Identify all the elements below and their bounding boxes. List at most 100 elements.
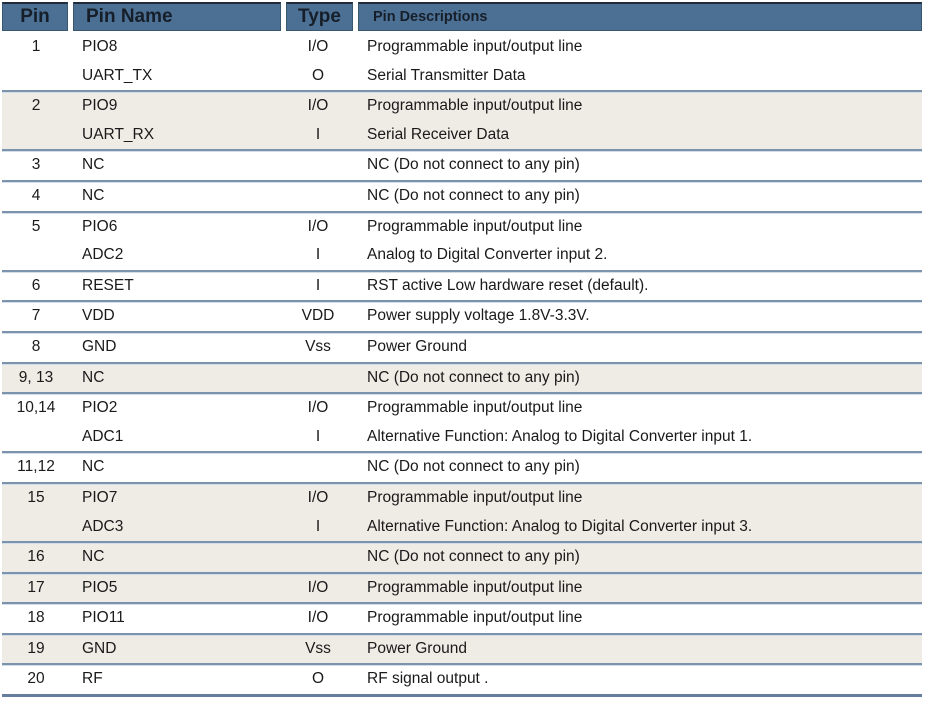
pin-description-cell: Alternative Function: Analog to Digital … (367, 517, 753, 535)
pin-description-cell: RST active Low hardware reset (default). (367, 276, 649, 294)
pin-number-cell: 1 (31, 38, 41, 55)
pin-type-cell: I (315, 276, 321, 294)
pin-type-cell: Vss (305, 639, 331, 657)
table-row: 10,14 PIO2 I/O Programmable input/output… (2, 392, 922, 423)
pin-number-cell (2, 423, 70, 452)
table-row: ADC1 I Alternative Function: Analog to D… (2, 422, 922, 452)
pin-number-cell: 16 (27, 548, 45, 566)
pin-type-cell: I/O (307, 578, 329, 596)
pin-type-cell: I/O (307, 488, 329, 506)
pin-number-cell: 15 (27, 488, 45, 506)
pin-type-cell: O (311, 66, 325, 84)
pin-description-cell: Analog to Digital Converter input 2. (367, 246, 608, 264)
pin-type-cell: I/O (307, 399, 329, 417)
pin-description-cell: NC (Do not connect to any pin) (367, 368, 580, 386)
pin-name-cell: RESET (82, 276, 134, 294)
pin-number-cell: 8 (31, 337, 41, 355)
pin-name-cell: PIO9 (82, 97, 118, 115)
pin-description-cell: RF signal output . (367, 670, 489, 688)
table-row: 17 PIO5 I/O Programmable input/output li… (2, 571, 922, 603)
table-row: 20 RF O RF signal output . (2, 663, 922, 695)
pin-description-cell: NC (Do not connect to any pin) (367, 186, 580, 204)
pin-name-cell: ADC2 (82, 246, 124, 264)
pin-name-cell: UART_RX (82, 125, 155, 143)
table-row: 11,12 NC NC (Do not connect to any pin) (2, 451, 922, 482)
pin-type-cell: I/O (307, 97, 329, 115)
pin-number-cell (2, 62, 70, 91)
pin-name-cell: GND (82, 639, 117, 657)
pin-name-cell: NC (82, 548, 105, 566)
pin-name-cell: UART_TX (82, 66, 153, 84)
pin-name-cell: ADC3 (82, 517, 124, 535)
table-row: UART_RX I Serial Receiver Data (2, 120, 922, 150)
pin-description-cell: Alternative Function: Analog to Digital … (367, 427, 753, 445)
pin-type-cell (283, 364, 353, 393)
pin-number-cell: 2 (31, 97, 41, 115)
pin-description-cell: NC (Do not connect to any pin) (367, 458, 580, 476)
pin-description-cell: Power Ground (367, 337, 467, 355)
pin-description-cell: Programmable input/output line (367, 217, 583, 235)
pin-name-cell: PIO6 (82, 217, 118, 235)
pin-number-cell: 20 (27, 670, 45, 688)
pin-number-cell: 6 (31, 276, 41, 294)
table-row: 8 GND Vss Power Ground (2, 330, 922, 362)
pin-number-cell (2, 241, 70, 270)
table-row: 19 GND Vss Power Ground (2, 632, 922, 664)
pin-name-cell: NC (82, 186, 105, 204)
pin-type-cell (283, 453, 353, 482)
pin-description-cell: NC (Do not connect to any pin) (367, 156, 580, 174)
column-header-pin: Pin (2, 2, 68, 31)
pin-number-cell: 11,12 (17, 458, 55, 476)
pin-name-cell: PIO7 (82, 488, 118, 506)
pin-name-cell: VDD (82, 307, 115, 325)
table-row: 1 PIO8 I/O Programmable input/output lin… (2, 33, 922, 62)
pin-number-cell: 18 (27, 609, 45, 627)
pin-name-cell: PIO11 (82, 609, 125, 627)
table-row: ADC2 I Analog to Digital Converter input… (2, 241, 922, 270)
pin-name-cell: GND (82, 337, 117, 355)
pin-type-cell: O (311, 670, 325, 688)
table-row: 2 PIO9 I/O Programmable input/output lin… (2, 90, 922, 121)
pin-description-cell: Power supply voltage 1.8V-3.3V. (367, 307, 590, 325)
pin-name-cell: PIO2 (82, 399, 118, 417)
pin-number-cell: 17 (27, 578, 45, 596)
pin-description-cell: Power Ground (367, 639, 467, 657)
column-header-pin-name: Pin Name (73, 2, 281, 31)
pin-number-cell: 3 (31, 156, 41, 174)
pin-type-cell (283, 543, 353, 572)
pin-type-cell: I (315, 517, 321, 535)
pin-name-cell: NC (82, 156, 105, 174)
pin-description-table: Pin Pin Name Type Pin Descriptions 1 PIO… (2, 2, 922, 698)
table-row: 5 PIO6 I/O Programmable input/output lin… (2, 210, 922, 242)
pin-name-cell: NC (82, 368, 105, 386)
pin-number-cell: 5 (31, 217, 41, 235)
column-header-type: Type (286, 2, 353, 31)
pin-number-cell: 19 (27, 639, 45, 657)
pin-type-cell: VDD (301, 307, 335, 325)
pin-number-cell: 9, 13 (18, 368, 54, 386)
table-row: 18 PIO11 I/O Programmable input/output l… (2, 602, 922, 633)
table-body: 1 PIO8 I/O Programmable input/output lin… (2, 33, 922, 698)
table-row: 9, 13 NC NC (Do not connect to any pin) (2, 361, 922, 393)
table-row: ADC3 I Alternative Function: Analog to D… (2, 512, 922, 542)
pin-number-cell: 4 (31, 186, 41, 204)
pin-name-cell: RF (82, 670, 103, 688)
table-row: 3 NC NC (Do not connect to any pin) (2, 149, 922, 180)
table-row: 15 PIO7 I/O Programmable input/output li… (2, 481, 922, 513)
pin-number-cell: 10,14 (16, 399, 56, 417)
pin-type-cell: I/O (307, 38, 329, 55)
pin-name-cell: PIO8 (82, 38, 118, 55)
table-row: 16 NC NC (Do not connect to any pin) (2, 541, 922, 572)
pin-description-cell: Programmable input/output line (367, 38, 583, 55)
pin-description-cell: NC (Do not connect to any pin) (367, 548, 580, 566)
pin-type-cell: I/O (307, 609, 329, 627)
pin-type-cell: Vss (305, 337, 331, 355)
pin-type-cell (283, 151, 353, 180)
pin-name-cell: NC (82, 458, 105, 476)
pin-type-cell: I (315, 125, 321, 143)
column-header-pin-descriptions: Pin Descriptions (358, 2, 922, 31)
pin-number-cell (2, 121, 70, 150)
table-row: 6 RESET I RST active Low hardware reset … (2, 269, 922, 301)
pin-number-cell: 7 (31, 307, 41, 325)
